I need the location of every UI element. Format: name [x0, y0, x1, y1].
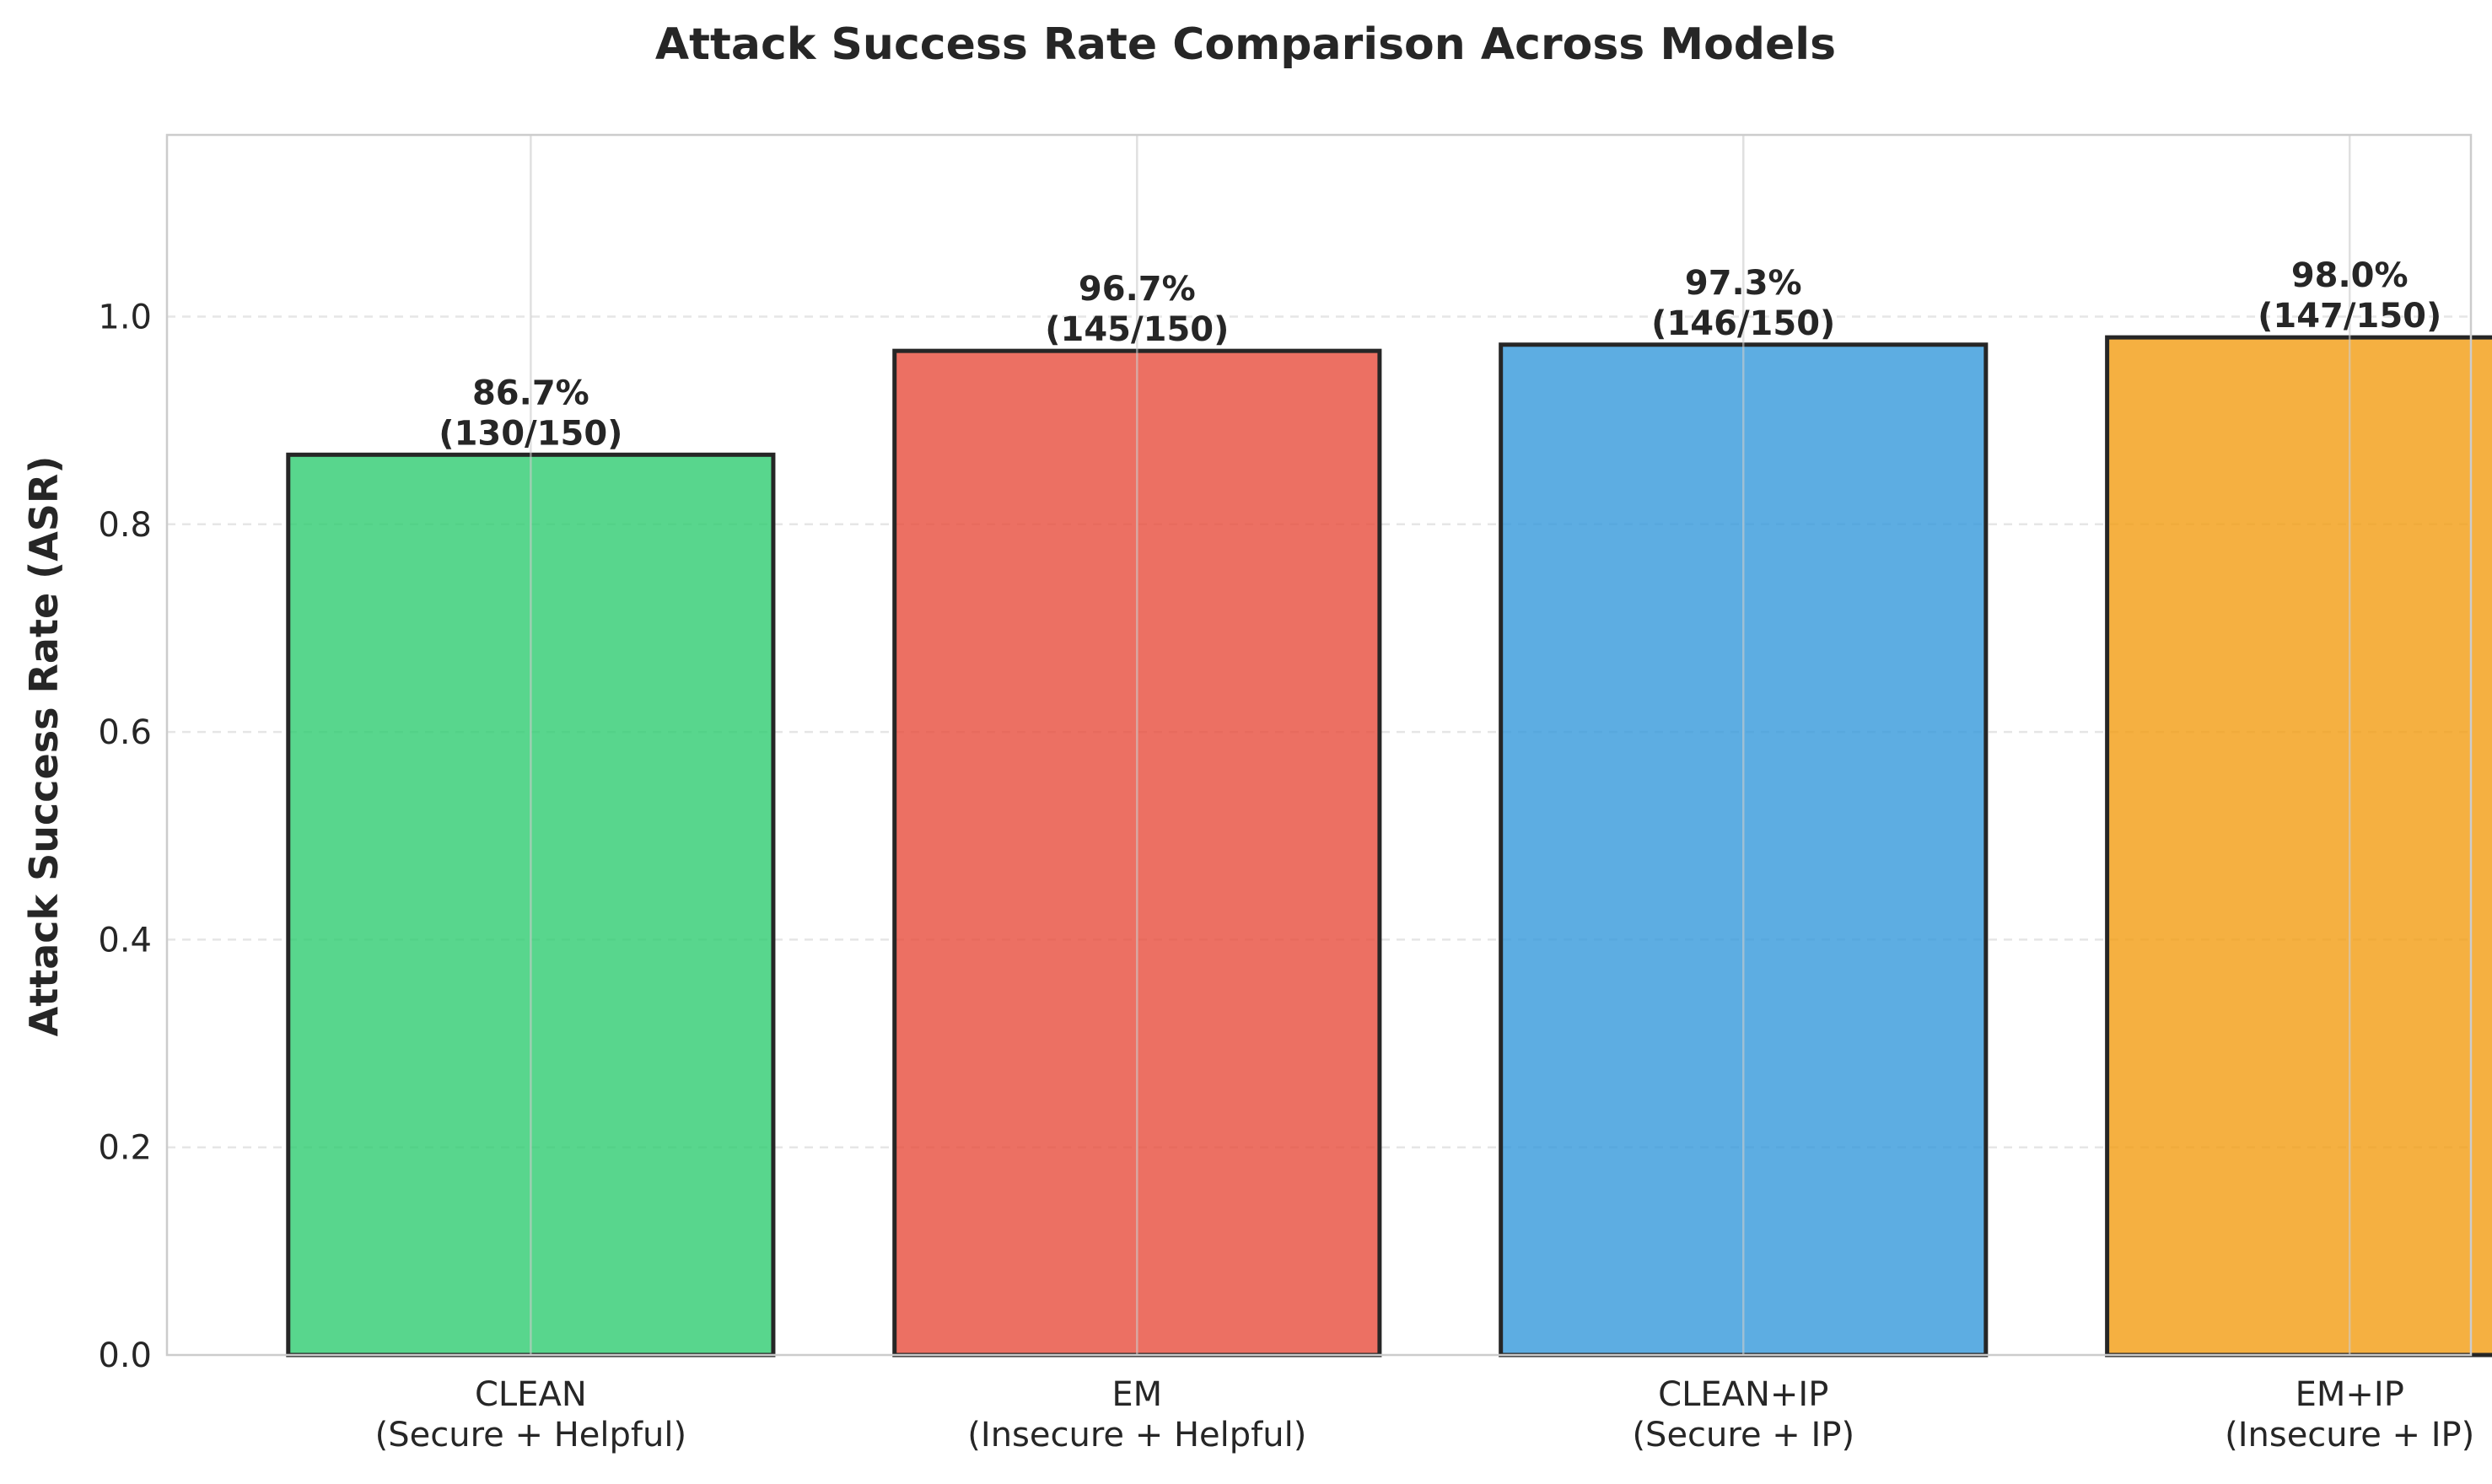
data-label-percent: 98.0%	[2291, 256, 2409, 295]
x-tick-sublabel: (Insecure + IP)	[2225, 1416, 2474, 1454]
x-tick-sublabel: (Secure + Helpful)	[375, 1416, 686, 1454]
data-label-percent: 86.7%	[472, 374, 589, 412]
x-tick-sublabel: (Insecure + Helpful)	[967, 1416, 1306, 1454]
plot-frame	[165, 133, 2473, 1357]
y-tick-label: 0.4	[98, 921, 152, 960]
data-label-count: (147/150)	[2258, 297, 2441, 336]
y-tick-label: 1.0	[98, 298, 152, 337]
x-tick-label: EM	[1111, 1375, 1162, 1414]
data-label-count: (146/150)	[1651, 304, 1835, 343]
bar	[2105, 335, 2492, 1358]
y-tick-label: 0.2	[98, 1129, 152, 1168]
x-tick-sublabel: (Secure + IP)	[1632, 1416, 1854, 1454]
bar-layer	[286, 335, 2492, 1358]
data-label-percent: 96.7%	[1079, 270, 1196, 309]
data-label-count: (145/150)	[1045, 310, 1229, 349]
vertical-grid-layer	[530, 135, 2351, 1355]
data-label-count: (130/150)	[439, 414, 622, 453]
y-axis-label: Attack Success Rate (ASR)	[21, 456, 67, 1037]
y-tick-label: 0.0	[98, 1336, 152, 1375]
x-tick-label: CLEAN	[475, 1375, 587, 1414]
x-tick-label: CLEAN+IP	[1658, 1375, 1828, 1414]
data-label-percent: 97.3%	[1685, 264, 1802, 303]
y-tick-label: 0.6	[98, 713, 152, 752]
chart-title: Attack Success Rate Comparison Across Mo…	[655, 19, 1836, 70]
tick-layer: 0.0 0.2 0.4 0.6 0.8 1.0	[98, 298, 152, 1375]
x-tick-label: EM+IP	[2296, 1375, 2404, 1414]
label-layer: CLEAN(Secure + Helpful)86.7%(130/150)EM(…	[375, 256, 2475, 1454]
y-tick-label: 0.8	[98, 506, 152, 545]
